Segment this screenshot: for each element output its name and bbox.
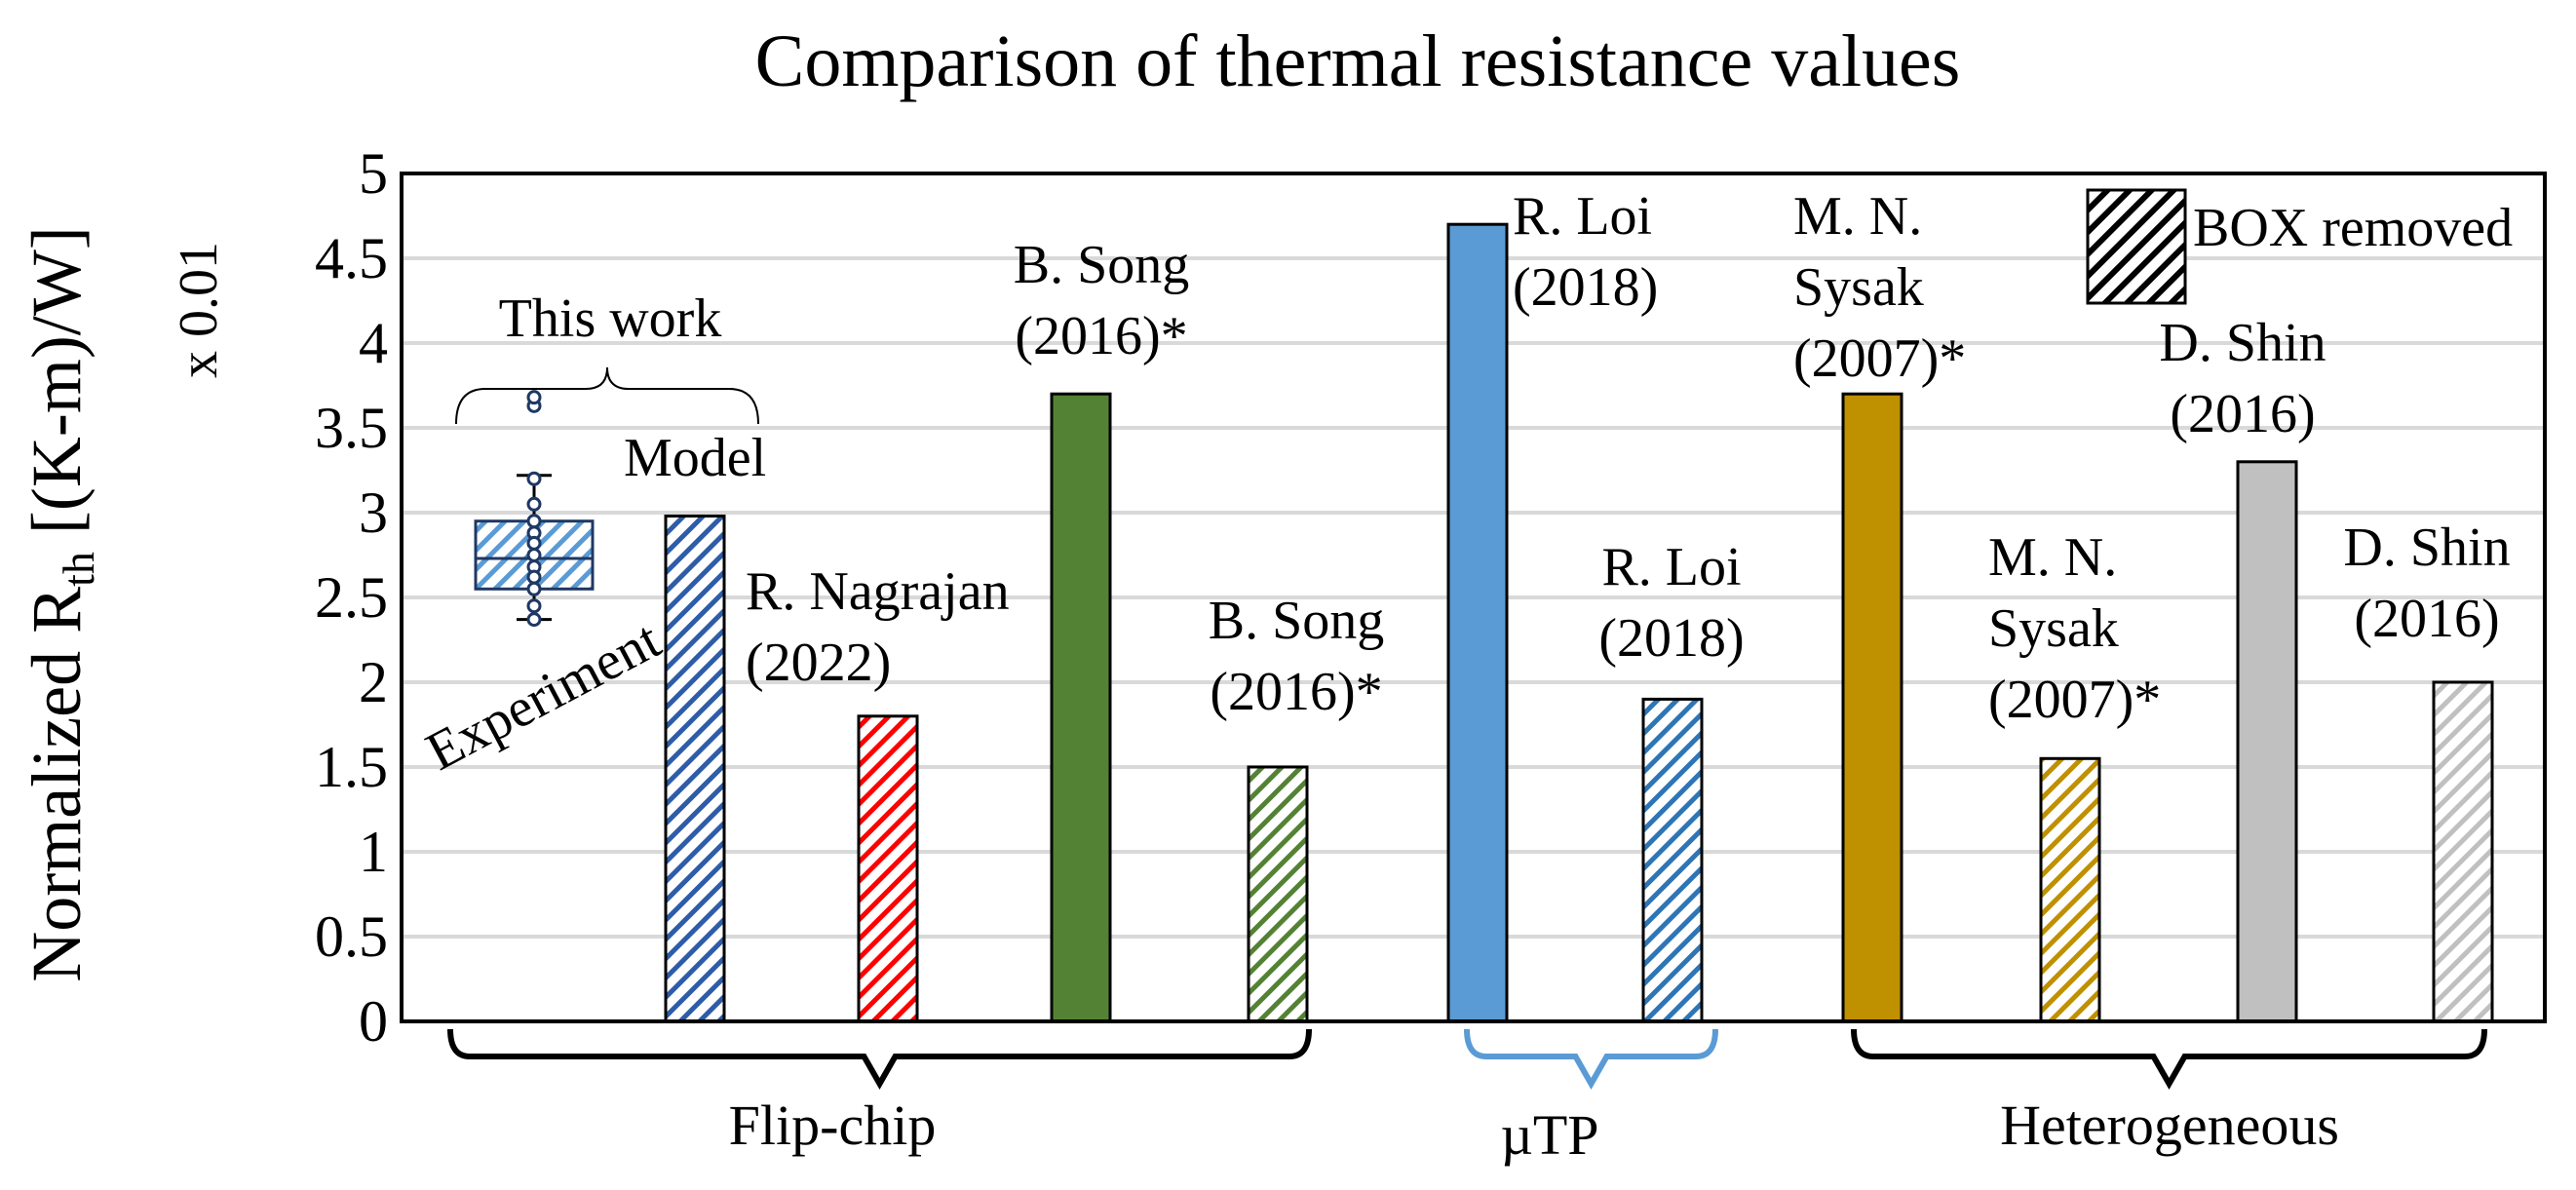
bar-label-shin-2016-solid: D. Shin <box>2159 313 2326 373</box>
experiment-point <box>526 514 542 529</box>
bar-this-work-model <box>664 514 726 1023</box>
bar-nagrajan-2022 <box>857 714 919 1023</box>
y-tick-label: 1.5 <box>315 735 388 799</box>
bar-sysak-2007-solid <box>1841 392 1903 1023</box>
y-tick-label: 0 <box>359 989 388 1054</box>
bar-label-shin-2016-box: D. Shin <box>2343 518 2510 578</box>
bar-shin-2016-solid <box>2236 460 2298 1023</box>
legend: BOX removed <box>2086 188 2513 305</box>
bar-label-song-2016-solid: (2016)* <box>1015 306 1187 366</box>
bar-label-loi-2018-box: (2018) <box>1598 608 1744 669</box>
bar-song-2016-box <box>1247 765 1309 1023</box>
y-tick-label: 5 <box>359 141 388 206</box>
bar-loi-2018-box <box>1641 697 1704 1023</box>
bar-label-shin-2016-box: (2016) <box>2354 589 2499 649</box>
y-axis-title-unit: [(K-m)/W] <box>18 226 96 552</box>
y-axis-ticks: 0 0.5 1 1.5 2 2.5 3 3.5 4 4.5 5 <box>315 141 388 1054</box>
bar-label-sysak-2007-box: Sysak <box>1988 598 2119 659</box>
bar-label-loi-2018-solid: R. Loi <box>1513 186 1652 247</box>
category-groups: Flip-chip µTP Heterogeneous <box>447 1028 2487 1167</box>
experiment-point <box>526 548 542 562</box>
experiment-point <box>526 390 542 405</box>
y-tick-label: 0.5 <box>315 904 388 969</box>
legend-swatch <box>2086 188 2187 305</box>
bar-label-sysak-2007-solid: M. N. <box>1793 186 1922 247</box>
y-tick-label: 1 <box>359 820 388 884</box>
y-axis-title-subscript: th <box>54 552 103 587</box>
y-tick-label: 2.5 <box>315 565 388 630</box>
experiment-point <box>526 471 542 486</box>
y-axis-title-main: Normalized R <box>18 587 96 982</box>
bar-loi-2018-solid <box>1446 222 1509 1023</box>
bar-label-nagrajan-2022: (2022) <box>746 633 891 693</box>
bar-label-song-2016-box: B. Song <box>1209 591 1385 651</box>
group-bracket-utp <box>1464 1028 1718 1091</box>
bar-shin-2016-box <box>2432 680 2494 1023</box>
bar-label-this-work-model: Model <box>624 428 766 488</box>
bar-label-sysak-2007-box: M. N. <box>1988 527 2117 588</box>
bar-label-sysak-2007-solid: Sysak <box>1793 257 1924 318</box>
y-tick-label: 2 <box>359 650 388 714</box>
group-label-heterogeneous: Heterogeneous <box>2000 1094 2339 1157</box>
bar-label-shin-2016-solid: (2016) <box>2170 384 2315 444</box>
experiment-point <box>526 598 542 614</box>
experiment-point <box>526 569 542 585</box>
y-axis-scale-label: x 0.01 <box>169 242 229 378</box>
experiment-point <box>526 496 542 512</box>
bar-label-sysak-2007-solid: (2007)* <box>1793 328 1966 389</box>
experiment-point <box>526 581 542 596</box>
bar-label-loi-2018-solid: (2018) <box>1513 257 1658 318</box>
this-work-brace <box>455 366 759 425</box>
group-bracket-flip-chip <box>447 1028 1312 1091</box>
y-tick-label: 4 <box>359 311 388 375</box>
svg-text:Normalized Rth [(K-m)/W]: Normalized Rth [(K-m)/W] <box>18 226 103 982</box>
group-label-utp: µTP <box>1500 1103 1598 1167</box>
legend-label: BOX removed <box>2193 198 2513 258</box>
y-tick-label: 3 <box>359 480 388 545</box>
experiment-label: Experiment <box>417 609 671 783</box>
bar-label-loi-2018-box: R. Loi <box>1601 537 1741 597</box>
this-work-label: This work <box>499 288 722 349</box>
bar-label-sysak-2007-box: (2007)* <box>1988 670 2161 730</box>
bar-label-song-2016-solid: B. Song <box>1014 235 1190 295</box>
group-bracket-heterogeneous <box>1851 1028 2487 1091</box>
y-axis-title: Normalized Rth [(K-m)/W] <box>18 226 103 982</box>
y-tick-label: 3.5 <box>315 396 388 460</box>
bar-label-song-2016-box: (2016)* <box>1210 662 1382 722</box>
y-tick-label: 4.5 <box>315 226 388 290</box>
experiment-point <box>526 612 542 628</box>
chart-title: Comparison of thermal resistance values <box>755 20 1961 102</box>
bar-song-2016-solid <box>1050 392 1112 1023</box>
bar-label-nagrajan-2022: R. Nagrajan <box>746 561 1010 622</box>
experiment-point <box>526 535 542 551</box>
bars: Model R. Nagrajan (2022) B. Song (2016)* B. S… <box>624 186 2511 1023</box>
bar-sysak-2007-box <box>2039 756 2101 1023</box>
group-label-flip-chip: Flip-chip <box>729 1094 937 1157</box>
plot-area-frame <box>400 172 2547 1023</box>
